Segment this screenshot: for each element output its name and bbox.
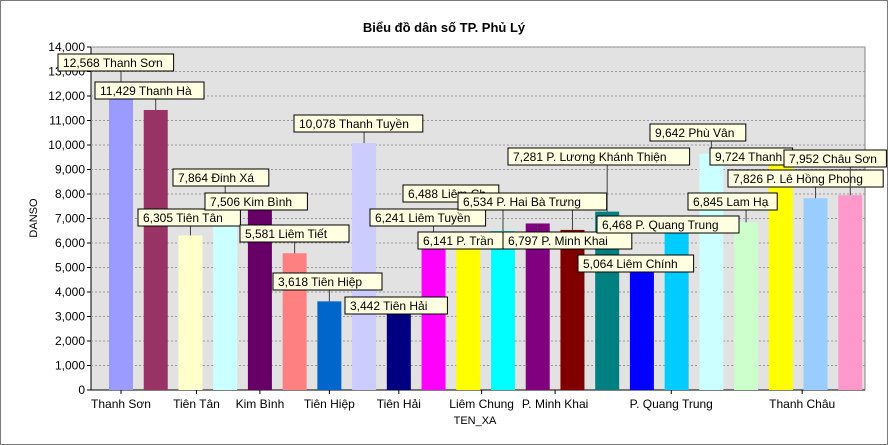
y-tick-label: 11,000 xyxy=(49,114,85,128)
data-label: 6,797 P. Minh Khai xyxy=(508,234,608,248)
y-tick-label: 3,000 xyxy=(55,310,85,324)
data-label: 11,429 Thanh Hà xyxy=(100,84,192,98)
y-tick-label: 0 xyxy=(78,383,85,397)
y-tick-label: 10,000 xyxy=(48,138,85,152)
data-label: 9,724 Thanh xyxy=(715,150,782,164)
bar xyxy=(491,231,515,390)
x-tick-label: P. Quang Trung xyxy=(630,397,713,411)
data-label: 6,241 Liêm Tuyền xyxy=(375,211,470,225)
x-tick-label: Thanh Châu xyxy=(769,397,835,411)
x-tick-label: P. Minh Khai xyxy=(522,397,589,411)
x-tick-label: Tiên Hiệp xyxy=(304,397,355,411)
y-tick-label: 2,000 xyxy=(55,334,85,348)
x-tick-label: Thanh Sơn xyxy=(91,397,151,411)
x-axis-title: TEN_XA xyxy=(454,415,497,427)
data-label: 12,568 Thanh Sơn xyxy=(63,56,163,70)
bar xyxy=(838,195,862,390)
data-label: 9,642 Phù Vân xyxy=(655,126,734,140)
bar xyxy=(178,236,202,390)
bar xyxy=(699,154,723,390)
y-axis-title: DANSO xyxy=(28,198,40,238)
x-tick-label: Liêm Chung xyxy=(449,397,514,411)
data-label: 5,581 Liêm Tiết xyxy=(245,227,328,241)
y-tick-label: 7,000 xyxy=(55,212,85,226)
y-tick-label: 5,000 xyxy=(55,261,85,275)
data-label: 6,141 P. Trần xyxy=(423,234,494,248)
bar xyxy=(144,110,168,390)
x-tick-label: Tiên Hải xyxy=(377,397,421,411)
bar xyxy=(630,266,654,390)
bar xyxy=(387,306,411,390)
y-tick-label: 6,000 xyxy=(55,236,85,250)
data-label: 3,442 Tiên Hải xyxy=(350,299,427,313)
y-tick-label: 12,000 xyxy=(48,89,85,103)
bar xyxy=(560,230,584,390)
data-label: 6,468 P. Quang Trung xyxy=(602,218,719,232)
data-label: 10,078 Thanh Tuyền xyxy=(299,117,409,131)
bar xyxy=(456,240,480,390)
data-label: 7,281 P. Lương Khánh Thiện xyxy=(513,150,667,164)
data-label: 3,618 Tiên Hiệp xyxy=(278,275,362,289)
x-tick-label: Tiên Tân xyxy=(173,397,220,411)
y-tick-label: 1,000 xyxy=(55,359,85,373)
y-tick-label: 8,000 xyxy=(55,187,85,201)
y-tick-label: 9,000 xyxy=(55,163,85,177)
bar xyxy=(109,82,133,390)
data-label: 6,534 P. Hai Bà Trưng xyxy=(463,195,581,209)
y-tick-label: 14,000 xyxy=(48,40,85,54)
data-label: 6,305 Tiên Tân xyxy=(143,211,223,225)
data-label: 7,952 Châu Sơn xyxy=(789,152,877,166)
x-tick-label: Kim Bình xyxy=(236,397,285,411)
data-label: 7,864 Đinh Xá xyxy=(178,171,254,185)
y-tick-label: 4,000 xyxy=(55,285,85,299)
bar xyxy=(317,301,341,390)
data-label: 7,826 P. Lê Hồng Phong xyxy=(733,172,863,186)
data-label: 5,064 Liêm Chính xyxy=(583,257,678,271)
data-label: 7,506 Kim Bình xyxy=(210,195,292,209)
bar xyxy=(734,222,758,390)
data-label: 6,845 Lam Hạ xyxy=(693,195,769,209)
bar xyxy=(352,143,376,390)
bar xyxy=(804,198,828,390)
